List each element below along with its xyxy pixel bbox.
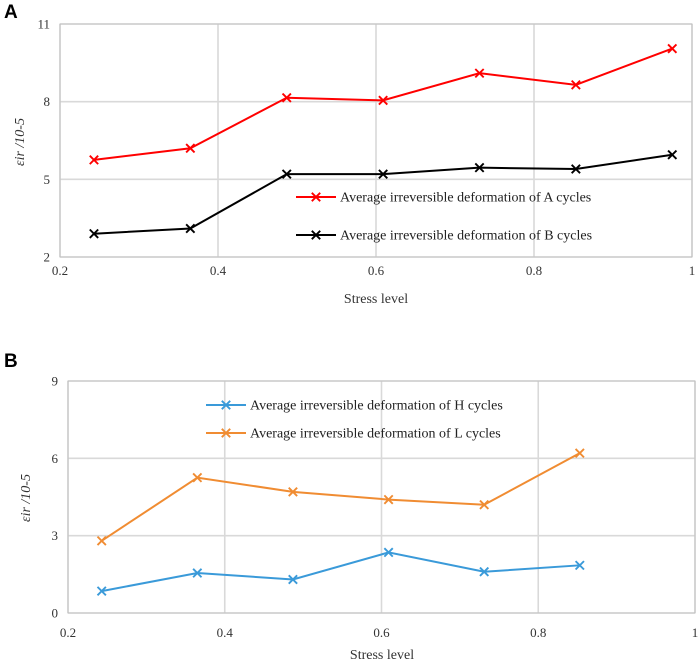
- series-group-b: [96, 448, 585, 596]
- data-point: [89, 155, 99, 165]
- chart-panel-a: A 2 5 8 11 0.2 0.4 0.6 0.8 1 Stress level εir /…: [4, 2, 695, 307]
- data-point: [281, 92, 292, 103]
- data-point: [383, 494, 394, 505]
- panel-label-a: A: [4, 2, 18, 23]
- x-tick-labels-a: 0.2 0.4 0.6 0.8 1: [52, 263, 695, 278]
- data-point: [89, 228, 99, 239]
- x-tick-label: 0.4: [210, 263, 227, 278]
- legend-entry-b-0: Average irreversible deformation of H cy…: [206, 399, 503, 414]
- data-point: [378, 95, 388, 106]
- legend-entry-a-1: Average irreversible deformation of B cy…: [296, 229, 592, 244]
- x-axis-title-a: Stress level: [344, 292, 408, 307]
- y-tick-label: 9: [52, 374, 59, 389]
- x-tick-label: 0.2: [52, 263, 68, 278]
- legend-label: Average irreversible deformation of L cy…: [250, 427, 501, 442]
- y-tick-label: 0: [52, 606, 59, 621]
- y-tick-label: 11: [37, 17, 50, 32]
- data-point: [185, 223, 196, 234]
- y-tick-label: 5: [44, 172, 51, 187]
- data-point: [574, 448, 585, 459]
- grid-a: [59, 23, 693, 258]
- y-tick-label: 3: [52, 528, 59, 543]
- data-point: [288, 574, 298, 585]
- x-tick-label: 1: [692, 625, 699, 640]
- legend-entry-b-1: Average irreversible deformation of L cy…: [206, 427, 501, 442]
- series-line-b-1: [101, 452, 581, 542]
- data-point: [570, 79, 581, 90]
- data-point: [574, 560, 585, 571]
- legend-b: Average irreversible deformation of H cy…: [206, 399, 503, 442]
- data-point: [96, 586, 107, 596]
- chart-panel-b: B 0 3 6 9 0.2 0.4 0.6 0.8 1 Stress level εir /1…: [4, 351, 698, 663]
- legend-label: Average irreversible deformation of B cy…: [340, 229, 592, 244]
- y-tick-labels-a: 2 5 8 11: [37, 17, 50, 265]
- legend-label: Average irreversible deformation of H cy…: [250, 399, 503, 414]
- data-point: [474, 162, 485, 173]
- y-tick-label: 2: [44, 250, 51, 265]
- data-point: [667, 43, 678, 54]
- series-group-a: [89, 43, 678, 239]
- data-point: [479, 566, 490, 577]
- y-axis-title-a: εir /10-5: [13, 118, 28, 166]
- plot-area-a: [59, 23, 693, 258]
- x-tick-labels-b: 0.2 0.4 0.6 0.8 1: [60, 625, 698, 640]
- data-point: [378, 169, 388, 180]
- y-tick-label: 8: [44, 94, 51, 109]
- x-tick-label: 0.8: [526, 263, 542, 278]
- panel-label-b: B: [4, 351, 18, 372]
- y-tick-label: 6: [52, 451, 59, 466]
- x-tick-label: 0.2: [60, 625, 76, 640]
- legend-label: Average irreversible deformation of A cy…: [340, 191, 591, 206]
- data-point: [192, 568, 203, 578]
- legend-entry-a-0: Average irreversible deformation of A cy…: [296, 191, 591, 206]
- y-tick-labels-b: 0 3 6 9: [52, 374, 59, 621]
- data-point: [288, 486, 298, 497]
- x-axis-title-b: Stress level: [350, 648, 414, 663]
- x-tick-label: 0.8: [530, 625, 546, 640]
- plot-area-b: [67, 380, 696, 614]
- data-point: [570, 164, 581, 174]
- grid-b: [67, 380, 696, 614]
- x-tick-label: 0.6: [368, 263, 385, 278]
- data-point: [185, 143, 196, 154]
- data-point: [667, 149, 678, 160]
- data-point: [192, 472, 203, 483]
- data-point: [479, 499, 490, 510]
- x-tick-label: 1: [689, 263, 696, 278]
- data-point: [474, 68, 485, 79]
- y-axis-title-b: εir /10-5: [19, 474, 34, 522]
- series-line-b-0: [101, 551, 580, 593]
- data-point: [383, 547, 394, 558]
- legend-a: Average irreversible deformation of A cy…: [296, 191, 592, 244]
- data-point: [281, 169, 292, 180]
- x-tick-label: 0.4: [217, 625, 234, 640]
- series-line-a-0: [93, 47, 673, 161]
- data-point: [96, 535, 107, 546]
- x-tick-label: 0.6: [373, 625, 390, 640]
